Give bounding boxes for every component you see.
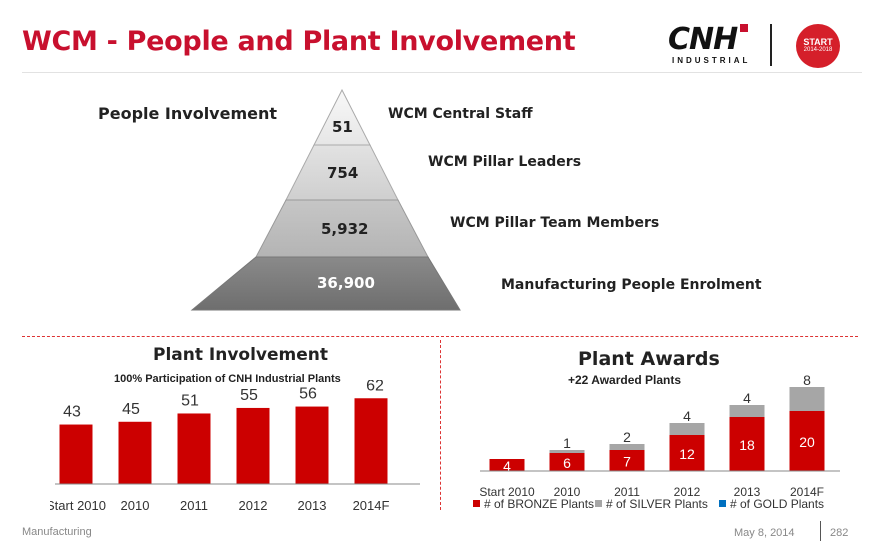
title-rule: [22, 72, 862, 73]
badge-line2: 2014-2018: [803, 47, 833, 53]
chart-divider: [440, 340, 441, 510]
plant-awards-title: Plant Awards: [578, 348, 720, 370]
bronze-bar: [489, 459, 525, 471]
pyramid-label-3: WCM Pillar Team Members: [450, 215, 660, 231]
x-tick-label: 2011: [180, 498, 208, 513]
silver-label: 8: [803, 372, 811, 388]
x-tick-label: 2012: [239, 498, 268, 513]
logo-accent: [740, 24, 748, 32]
bar: [59, 424, 93, 484]
bar: [354, 398, 388, 484]
pyramid-value-2: 754: [327, 164, 359, 182]
pyramid-label-2: WCM Pillar Leaders: [428, 154, 582, 170]
plant-involvement-title: Plant Involvement: [153, 345, 329, 365]
x-tick-label: 2010: [554, 485, 581, 499]
bar: [236, 407, 270, 484]
silver-bar: [789, 387, 825, 411]
cnh-logo: CNH INDUSTRIAL: [668, 22, 758, 68]
slide-title: WCM - People and Plant Involvement: [22, 26, 576, 57]
data-label: 43: [63, 404, 81, 421]
bronze-bar: [729, 417, 765, 471]
silver-bar: [729, 405, 765, 417]
x-tick-label: Start 2010: [479, 485, 535, 499]
silver-bar: [549, 450, 585, 453]
bronze-bar: [669, 435, 705, 471]
data-label: 45: [122, 401, 140, 418]
data-label: 55: [240, 387, 258, 404]
x-tick-label: 2011: [614, 485, 640, 499]
pyramid-value-3: 5,932: [321, 220, 369, 238]
silver-label: 2: [623, 429, 631, 445]
pyramid-value-4: 36,900: [317, 274, 375, 292]
bronze-label: 20: [799, 434, 815, 450]
data-label: 51: [181, 392, 199, 409]
silver-label: 4: [743, 390, 751, 406]
x-tick-label: Start 2010: [50, 498, 106, 513]
legend-swatch: [595, 500, 602, 507]
bronze-label: 12: [679, 446, 695, 462]
x-tick-label: 2010: [121, 498, 150, 513]
bar: [295, 406, 329, 484]
x-tick-label: 2013: [298, 498, 327, 513]
x-tick-label: 2014F: [790, 485, 824, 499]
bronze-bar: [789, 411, 825, 471]
footer-page: 282: [830, 527, 849, 539]
bar: [118, 421, 152, 484]
silver-bar: [609, 444, 645, 450]
pyramid-label-1: WCM Central Staff: [388, 106, 533, 122]
bronze-bar: [609, 450, 645, 471]
bronze-label: 18: [739, 437, 755, 453]
x-tick-label: 2012: [674, 485, 701, 499]
legend-label: # of GOLD Plants: [730, 497, 824, 511]
bar: [177, 413, 211, 484]
logo-divider: [770, 24, 772, 66]
pyramid-label-4: Manufacturing People Enrolment: [501, 277, 762, 293]
x-tick-label: 2013: [734, 485, 761, 499]
footer-date: May 8, 2014: [734, 527, 795, 539]
legend-swatch: [719, 500, 726, 507]
plant-involvement-subtitle: 100% Participation of CNH Industrial Pla…: [114, 373, 341, 385]
logo-text: CNH: [668, 22, 738, 57]
silver-label: 4: [683, 408, 691, 424]
people-pyramid: [190, 88, 461, 311]
bronze-label: 7: [623, 454, 631, 470]
plant-awards-chart: 4 Start 2010 6 1 2010 7 2 2011 12 4 2012 18 4 2013 20 8…: [473, 372, 840, 511]
legend-swatch: [473, 500, 480, 507]
silver-label: 1: [563, 435, 571, 451]
data-label: 62: [366, 380, 384, 394]
plant-awards-subtitle: +22 Awarded Plants: [568, 373, 682, 387]
people-heading: People Involvement: [98, 104, 278, 123]
pyramid-value-1: 51: [332, 118, 353, 136]
footer-divider: [820, 521, 821, 541]
bronze-label: 6: [563, 455, 571, 471]
section-divider: [22, 336, 858, 337]
logo-subtitle: INDUSTRIAL: [672, 56, 751, 65]
bronze-bar: [549, 453, 585, 471]
pyramid-tier-4: [190, 256, 461, 311]
silver-bar: [669, 423, 705, 435]
plant-involvement-chart: 43 Start 2010 45 2010 51 2011 55 2012 56 2013 62 20…: [50, 380, 420, 513]
start-badge: START 2014-2018: [796, 24, 840, 68]
badge-line1: START: [803, 37, 833, 47]
legend-label: # of SILVER Plants: [606, 497, 708, 511]
legend-label: # of BRONZE Plants: [484, 497, 594, 511]
x-tick-label: 2014F: [353, 498, 390, 513]
bronze-label: 4: [503, 458, 511, 474]
data-label: 56: [299, 386, 317, 403]
footer-section: Manufacturing: [22, 526, 92, 538]
